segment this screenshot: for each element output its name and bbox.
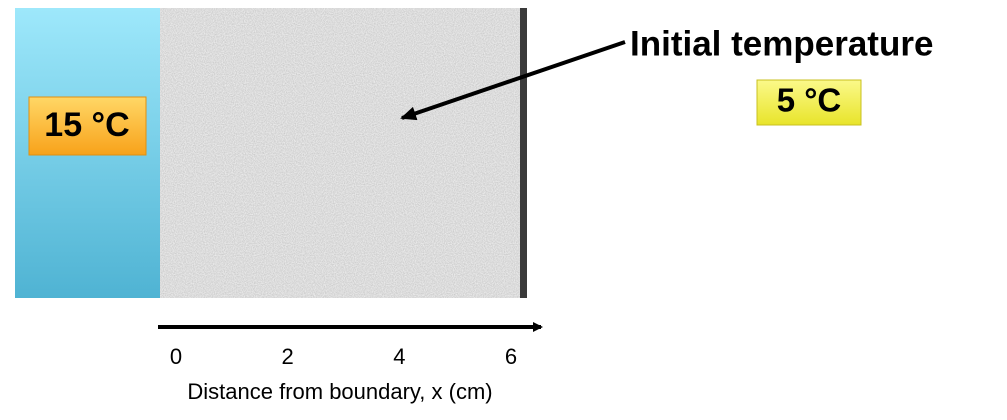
- tick-label: 2: [282, 344, 294, 369]
- boundary-label: 15 °C: [44, 106, 129, 144]
- slab-edge: [520, 8, 527, 298]
- slab-texture: [160, 8, 520, 298]
- initial-title: Initial temperature: [630, 24, 933, 63]
- pointer-arrow: [400, 40, 626, 121]
- initial-value: 5 °C: [777, 82, 842, 119]
- axis-label: Distance from boundary, x (cm): [187, 379, 492, 404]
- boundary-label-box: [28, 96, 147, 156]
- tick-label: 0: [170, 344, 182, 369]
- tick-labels: 0 2 4 6: [170, 344, 517, 369]
- tick-label: 6: [505, 344, 517, 369]
- tick-label: 4: [393, 344, 405, 369]
- initial-value-box: [756, 79, 862, 126]
